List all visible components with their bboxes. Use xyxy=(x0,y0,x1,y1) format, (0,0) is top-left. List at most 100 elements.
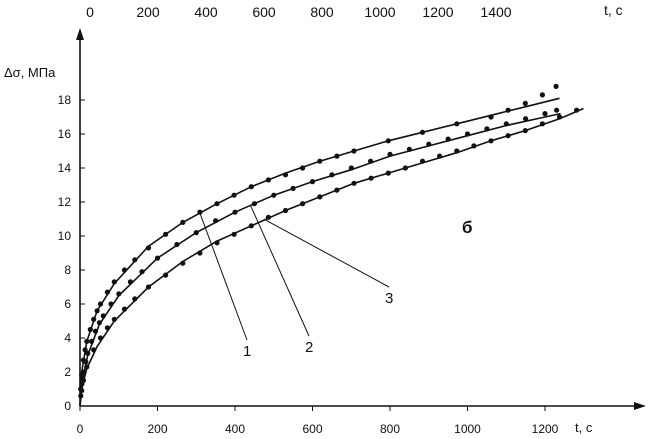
point-series-3 xyxy=(488,138,494,144)
point-series-3 xyxy=(402,165,408,171)
point-series-2 xyxy=(271,192,277,198)
point-series-1 xyxy=(145,245,152,251)
point-series-2 xyxy=(426,141,432,147)
point-series-1 xyxy=(214,201,220,207)
point-series-3 xyxy=(91,347,97,353)
panel-label: б xyxy=(462,218,473,237)
point-series-1 xyxy=(553,83,559,89)
point-series-2 xyxy=(290,185,296,191)
point-series-2 xyxy=(309,179,316,185)
bottom-tick-label: 600 xyxy=(302,422,322,436)
point-series-3 xyxy=(385,170,391,176)
point-series-2 xyxy=(193,230,199,236)
y-tick-label: 8 xyxy=(64,263,71,277)
y-tick-label: 16 xyxy=(58,127,72,141)
point-series-3 xyxy=(556,114,563,120)
point-series-1 xyxy=(231,192,237,198)
bottom-tick-label: 200 xyxy=(147,422,167,436)
bottom-x-axis-ticks: 0 200 400 600 800 1000 1200 xyxy=(77,406,559,436)
point-series-1 xyxy=(111,279,117,285)
point-series-2 xyxy=(89,338,95,344)
point-series-3 xyxy=(368,175,374,181)
point-series-3 xyxy=(300,201,306,207)
point-series-3 xyxy=(334,187,340,193)
point-series-1 xyxy=(282,172,289,178)
top-tick-label: 1000 xyxy=(364,4,395,20)
fit-curves xyxy=(79,97,584,407)
point-series-1 xyxy=(104,289,110,295)
point-series-3 xyxy=(574,107,580,113)
point-series-1 xyxy=(351,148,357,154)
point-series-3 xyxy=(121,306,128,312)
point-series-3 xyxy=(231,231,237,237)
point-series-2 xyxy=(139,269,145,275)
point-series-1 xyxy=(132,257,138,263)
point-series-3 xyxy=(97,335,104,341)
point-series-1 xyxy=(248,184,254,190)
point-series-1 xyxy=(488,114,494,120)
y-tick-label: 10 xyxy=(58,229,72,243)
point-series-1 xyxy=(97,301,104,307)
top-tick-label: 200 xyxy=(136,4,160,20)
point-series-2 xyxy=(484,126,490,132)
point-series-1 xyxy=(539,92,546,98)
y-axis-ticks: 0 2 4 6 8 10 12 14 16 18 xyxy=(58,93,85,413)
y-tick-label: 14 xyxy=(58,161,72,175)
y-tick-label: 12 xyxy=(58,195,72,209)
point-series-2 xyxy=(85,350,91,356)
point-series-3 xyxy=(351,180,357,186)
point-series-1 xyxy=(84,338,90,344)
point-series-2 xyxy=(445,136,451,142)
point-series-3 xyxy=(79,388,85,394)
point-series-3 xyxy=(111,316,117,322)
point-series-1 xyxy=(265,177,271,183)
bottom-tick-label: 0 xyxy=(77,422,84,436)
point-series-3 xyxy=(539,121,546,127)
y-tick-label: 18 xyxy=(58,93,72,107)
point-series-2 xyxy=(464,131,471,137)
point-series-1 xyxy=(180,219,186,225)
bottom-tick-label: 800 xyxy=(380,422,400,436)
data-points xyxy=(78,83,580,399)
point-series-1 xyxy=(197,209,203,215)
bottom-tick-label: 1000 xyxy=(454,422,481,436)
point-series-1 xyxy=(163,231,169,237)
point-series-2 xyxy=(116,291,122,297)
y-tick-label: 0 xyxy=(64,399,71,413)
point-series-3 xyxy=(317,194,323,200)
point-series-1 xyxy=(317,158,323,164)
bottom-tick-label: 400 xyxy=(225,422,245,436)
point-series-1 xyxy=(121,267,128,273)
y-tick-label: 2 xyxy=(64,365,71,379)
point-series-3 xyxy=(145,284,152,290)
point-series-2 xyxy=(92,328,99,334)
point-series-3 xyxy=(505,133,511,139)
point-series-2 xyxy=(329,172,335,178)
point-series-2 xyxy=(348,165,354,171)
point-series-1 xyxy=(87,326,93,333)
point-series-1 xyxy=(300,165,306,171)
top-tick-label: 600 xyxy=(252,4,276,20)
top-tick-label: 800 xyxy=(310,4,334,20)
point-series-2 xyxy=(100,313,106,319)
point-series-1 xyxy=(522,100,528,106)
x-axis-arrow xyxy=(634,402,646,410)
bottom-tick-label: 1200 xyxy=(532,422,559,436)
leader-line-2 xyxy=(250,205,310,337)
point-series-2 xyxy=(213,218,219,224)
y-axis-arrow xyxy=(76,28,84,40)
curve-label-1: 1 xyxy=(243,343,251,360)
point-series-3 xyxy=(248,223,254,229)
curve-label-3: 3 xyxy=(385,290,393,307)
axes xyxy=(76,28,646,410)
annotation-leaders: 1 2 3 xyxy=(199,205,393,360)
top-x-axis-ticks: 0 200 400 600 800 1000 1200 1400 xyxy=(86,4,512,20)
point-series-2 xyxy=(174,241,180,248)
y-tick-label: 6 xyxy=(64,297,71,311)
point-series-2 xyxy=(554,107,560,113)
point-series-2 xyxy=(127,279,133,285)
point-series-3 xyxy=(104,325,110,331)
point-series-1 xyxy=(91,316,97,322)
point-series-3 xyxy=(84,364,90,370)
